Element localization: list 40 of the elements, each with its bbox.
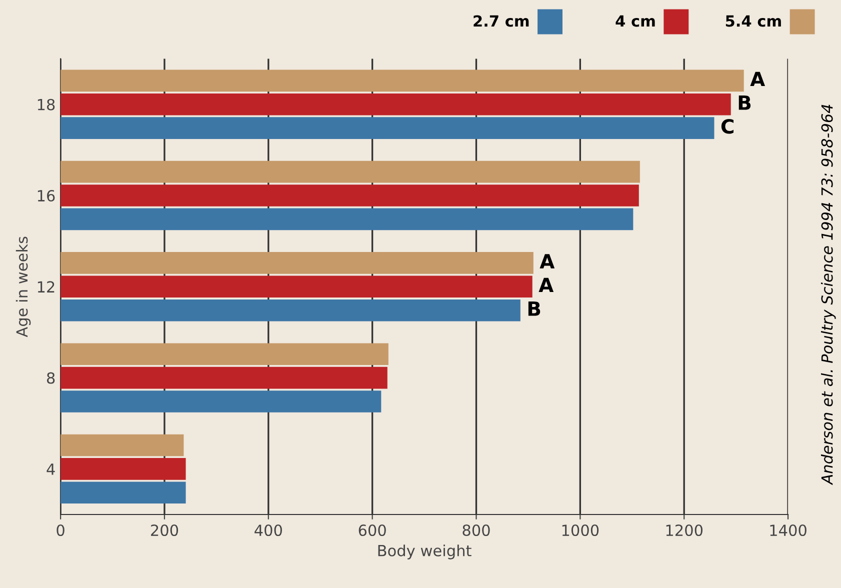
data-label: B (528, 302, 540, 316)
x-tick-label: 400 (254, 524, 282, 536)
x-tick-label: 1200 (666, 524, 703, 536)
x-tick-label: 0 (56, 524, 64, 536)
x-tick-label: 800 (462, 524, 490, 536)
bar (60, 343, 388, 365)
x-tick-label: 1000 (562, 524, 599, 536)
x-tick-label: 200 (151, 524, 178, 536)
bar (60, 434, 184, 456)
bar (60, 70, 744, 92)
y-tick-label: 12 (38, 281, 54, 292)
bar (60, 208, 634, 230)
x-tick-label: 600 (358, 524, 386, 536)
bar (60, 160, 640, 183)
bar (60, 252, 534, 274)
y-tick-label: 16 (38, 190, 55, 202)
bar (60, 276, 532, 298)
bar (60, 184, 639, 206)
data-label: B (738, 96, 751, 110)
bar (60, 482, 186, 504)
bar (60, 458, 186, 480)
text: Anderson et al. Poultry Science 1994 73: 958-964 (820, 104, 836, 486)
y-axis-title: Age in weeks (16, 236, 31, 338)
legend-label: 2.7 cm (474, 15, 529, 27)
y-tick-label: 18 (38, 98, 55, 110)
legend-label: 4 cm (616, 15, 655, 27)
data-label: A (750, 72, 766, 86)
bar (60, 366, 388, 389)
y-tick-label: 8 (47, 372, 55, 384)
bar (60, 390, 382, 412)
data-label: A (540, 254, 555, 268)
bar (60, 93, 731, 116)
y-tick-label: 4 (46, 464, 55, 475)
data-label: A (538, 278, 554, 292)
x-axis-title: Body weight (378, 544, 472, 560)
bar (60, 299, 520, 322)
data-label: C (721, 119, 734, 134)
x-tick-label: 1400 (770, 524, 806, 536)
legend-label: 5.4 cm (726, 15, 781, 27)
bar (60, 117, 714, 139)
